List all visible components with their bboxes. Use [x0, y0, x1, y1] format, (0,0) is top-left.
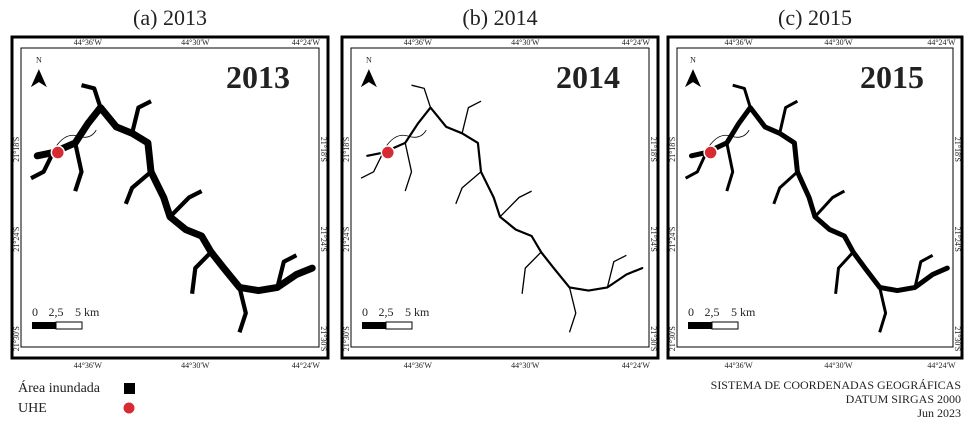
panel-caption: (c) 2015 — [778, 5, 852, 30]
map-panel: (b) 2014 44°36'W 44°36'W 44°30'W 44°30'W 44°2… — [342, 5, 658, 370]
scale-bar-dark — [32, 322, 56, 329]
scale-bar-dark — [362, 322, 386, 329]
left-coordinate: 21°24'S — [668, 227, 677, 252]
left-coordinate: 21°30'S — [668, 326, 677, 351]
north-label: N — [366, 56, 372, 65]
left-coordinate: 21°24'S — [342, 227, 351, 252]
top-coordinate: 44°36'W — [74, 38, 103, 47]
figure: (a) 2013 44°36'W 44°36'W 44°30'W 44°30'W 44°2… — [0, 0, 966, 423]
right-coordinate: 21°18'S — [649, 137, 658, 162]
map-panel: (c) 2015 44°36'W 44°36'W 44°30'W 44°30'W 44°2… — [668, 5, 962, 370]
year-label: 2015 — [860, 59, 924, 95]
scale-label: 2,5 — [49, 305, 64, 319]
left-coordinate: 21°18'S — [12, 137, 21, 162]
right-coordinate: 21°30'S — [953, 326, 962, 351]
legend-swatch — [124, 383, 135, 394]
left-coordinate: 21°18'S — [342, 137, 351, 162]
right-coordinate: 21°18'S — [319, 137, 328, 162]
scale-label: 0 — [688, 305, 694, 319]
top-coordinate: 44°24'W — [927, 38, 956, 47]
scale-bar-dark — [688, 322, 712, 329]
right-coordinate: 21°18'S — [953, 137, 962, 162]
right-coordinate: 21°24'S — [649, 227, 658, 252]
north-label: N — [690, 56, 696, 65]
bottom-coordinate: 44°24'W — [622, 361, 651, 370]
scale-label: 5 km — [731, 305, 756, 319]
map-panel: (a) 2013 44°36'W 44°36'W 44°30'W 44°30'W 44°2… — [12, 5, 328, 370]
scale-label: 2,5 — [705, 305, 720, 319]
bottom-coordinate: 44°30'W — [511, 361, 540, 370]
right-coordinate: 21°30'S — [649, 326, 658, 351]
bottom-coordinate: 44°24'W — [927, 361, 956, 370]
panel-caption: (b) 2014 — [462, 5, 537, 30]
legend-label: UHE — [18, 401, 47, 416]
year-label: 2013 — [226, 59, 290, 95]
footer-text: SISTEMA DE COORDENADAS GEOGRÁFICAS — [711, 378, 961, 392]
top-coordinate: 44°30'W — [511, 38, 540, 47]
right-coordinate: 21°24'S — [319, 227, 328, 252]
scale-label: 0 — [362, 305, 368, 319]
left-coordinate: 21°30'S — [342, 326, 351, 351]
scale-label: 5 km — [405, 305, 430, 319]
top-coordinate: 44°30'W — [181, 38, 210, 47]
scale-bar-light — [712, 322, 738, 329]
uhe-marker — [51, 146, 64, 159]
top-coordinate: 44°36'W — [404, 38, 433, 47]
bottom-coordinate: 44°24'W — [292, 361, 321, 370]
left-coordinate: 21°24'S — [12, 227, 21, 252]
top-coordinate: 44°24'W — [622, 38, 651, 47]
bottom-coordinate: 44°36'W — [404, 361, 433, 370]
right-coordinate: 21°30'S — [319, 326, 328, 351]
legend-swatch — [124, 403, 135, 414]
uhe-marker — [704, 146, 717, 159]
panel-caption: (a) 2013 — [133, 5, 207, 30]
bottom-coordinate: 44°30'W — [181, 361, 210, 370]
right-coordinate: 21°24'S — [953, 227, 962, 252]
scale-label: 0 — [32, 305, 38, 319]
bottom-coordinate: 44°36'W — [74, 361, 103, 370]
scale-label: 2,5 — [379, 305, 394, 319]
scale-bar-light — [56, 322, 82, 329]
top-coordinate: 44°36'W — [724, 38, 753, 47]
bottom-coordinate: 44°30'W — [824, 361, 853, 370]
top-coordinate: 44°24'W — [292, 38, 321, 47]
year-label: 2014 — [556, 59, 620, 95]
scale-label: 5 km — [75, 305, 100, 319]
uhe-marker — [381, 146, 394, 159]
footer-text: DATUM SIRGAS 2000 — [846, 392, 961, 406]
bottom-coordinate: 44°36'W — [724, 361, 753, 370]
legend-label: Área inundada — [18, 379, 101, 396]
north-label: N — [36, 56, 42, 65]
top-coordinate: 44°30'W — [824, 38, 853, 47]
left-coordinate: 21°18'S — [668, 137, 677, 162]
footer-text: Jun 2023 — [917, 406, 961, 420]
scale-bar-light — [386, 322, 412, 329]
left-coordinate: 21°30'S — [12, 326, 21, 351]
